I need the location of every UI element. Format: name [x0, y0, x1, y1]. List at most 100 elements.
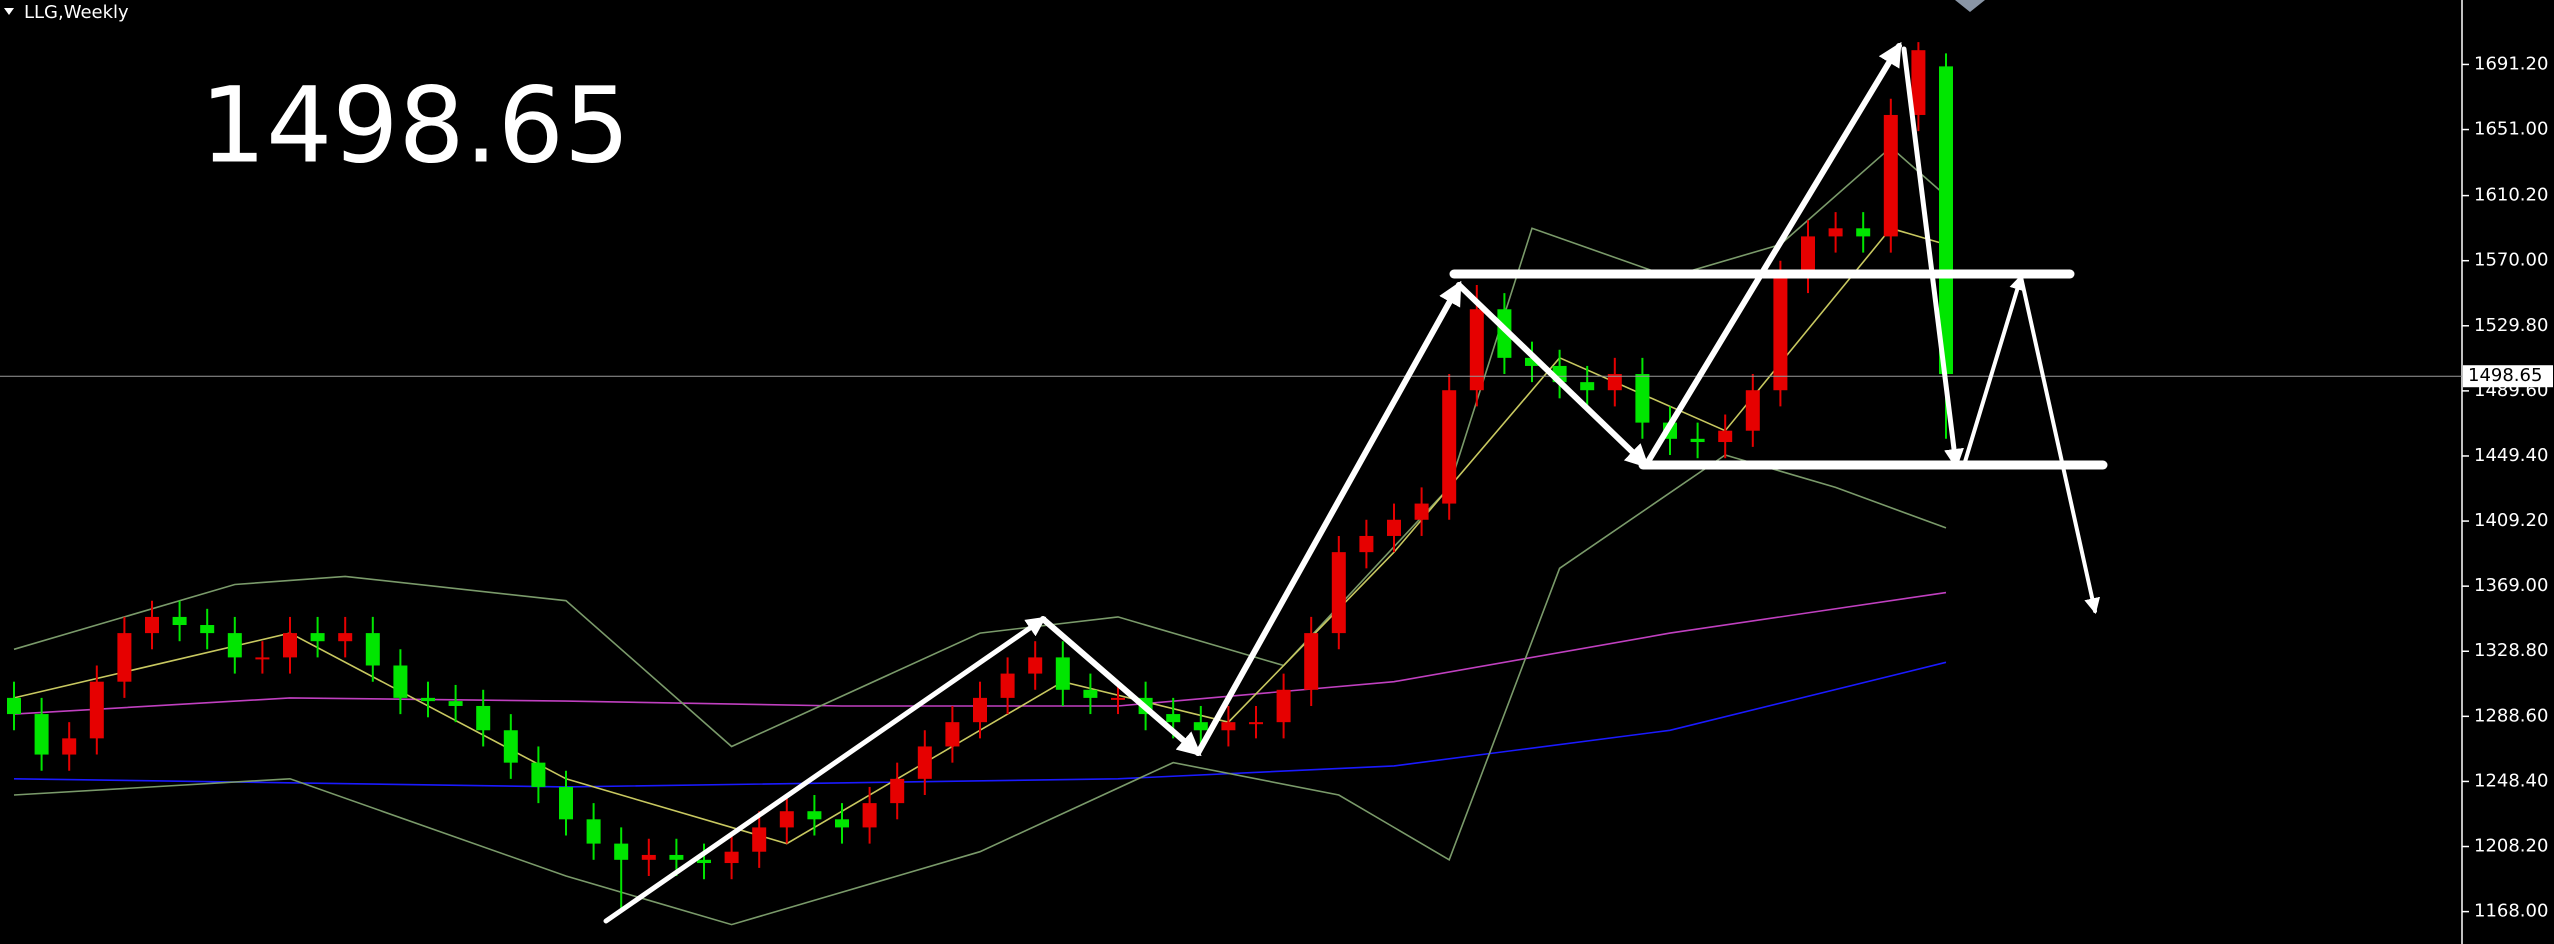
y-tick-label: 1208.20: [2474, 836, 2548, 857]
scroll-marker: [1955, 0, 1985, 12]
candle-body: [1580, 382, 1595, 391]
y-tick-label: 1288.60: [2474, 705, 2548, 726]
candle-body: [614, 843, 629, 860]
candle-body: [1304, 633, 1319, 690]
candle-body: [1911, 50, 1926, 115]
candle-body: [890, 778, 905, 804]
trend-arrow: [1643, 41, 1902, 468]
last-price-label: 1498.65: [2468, 365, 2542, 386]
candle-body: [945, 722, 960, 747]
candle-body: [1359, 535, 1374, 553]
y-tick-label: 1529.80: [2474, 315, 2548, 336]
candle-body: [200, 625, 215, 634]
y-tick-label: 1248.40: [2474, 770, 2548, 791]
indicator-line: [13, 146, 1947, 748]
y-tick-label: 1328.80: [2474, 640, 2548, 661]
big-price: 1498.65: [200, 64, 630, 186]
candle-body: [448, 701, 463, 706]
last-price-tag: [2463, 365, 2553, 388]
candle-body: [1718, 430, 1733, 443]
candle-body: [310, 633, 325, 642]
candle-body: [1801, 236, 1815, 277]
trend-arrow: [2019, 275, 2101, 615]
candle-body: [1166, 714, 1181, 723]
indicator-line: [13, 661, 1947, 788]
y-tick-label: 1570.00: [2474, 250, 2548, 271]
candle-body: [779, 811, 794, 828]
y-tick-label: 1449.40: [2474, 445, 2548, 466]
trend-arrow: [1962, 273, 2025, 467]
trend-arrow: [1040, 616, 1202, 757]
candle-body: [1828, 228, 1843, 237]
candle-body: [1055, 657, 1070, 690]
y-tick-label: 1369.00: [2474, 575, 2548, 596]
candle-body: [1607, 374, 1622, 391]
candle-body: [1939, 66, 1953, 375]
trend-arrow: [1195, 280, 1462, 756]
candle-body: [1221, 722, 1236, 731]
candle-body: [227, 633, 242, 658]
y-tick-label: 1651.00: [2474, 119, 2548, 140]
candle-body: [752, 827, 767, 852]
candle-body: [641, 854, 656, 860]
candle-body: [1111, 697, 1125, 700]
candle-body: [1000, 673, 1015, 698]
candle-body: [1083, 689, 1098, 698]
indicator-line: [13, 454, 1947, 926]
y-tick-label: 1409.20: [2474, 510, 2548, 531]
candle-body: [145, 616, 159, 634]
candle-body: [835, 819, 849, 828]
candle-body: [669, 854, 684, 860]
candle-body: [1773, 276, 1788, 391]
candle-body: [1249, 722, 1263, 725]
candle-body: [559, 786, 573, 820]
candle-body: [476, 705, 491, 731]
candle-body: [393, 665, 408, 698]
trend-arrow: [1456, 282, 1650, 469]
trend-arrow: [603, 616, 1047, 924]
menu-triangle[interactable]: [4, 8, 14, 15]
candle-body: [1635, 374, 1650, 423]
candle-body: [117, 633, 132, 682]
candle-body: [421, 697, 435, 702]
candle-body: [1469, 309, 1484, 391]
candle-body: [1856, 228, 1871, 237]
y-tick-label: 1691.20: [2474, 53, 2548, 74]
candle-body: [807, 811, 822, 820]
candle-body: [862, 803, 877, 828]
candle-body: [1193, 722, 1208, 731]
candle-body: [365, 633, 380, 666]
candle-body: [7, 697, 21, 715]
candle-body: [1690, 438, 1705, 443]
candle-body: [62, 738, 77, 755]
y-tick-label: 1168.00: [2474, 901, 2548, 922]
candle-body: [172, 616, 187, 626]
candle-body: [1883, 114, 1898, 237]
candle-body: [973, 697, 987, 723]
candle-body: [531, 762, 546, 787]
candle-body: [1028, 657, 1043, 674]
candle-body: [503, 730, 518, 763]
candle-body: [338, 633, 353, 642]
y-tick-label: 1610.20: [2474, 185, 2548, 206]
candle-body: [1387, 519, 1401, 536]
drawings: [603, 41, 2108, 924]
candle-body: [1525, 357, 1539, 366]
candle-body: [917, 746, 932, 779]
plot: [0, 42, 2462, 926]
candle-body: [697, 859, 711, 864]
candle-body: [586, 819, 601, 844]
candle-body: [34, 714, 49, 755]
trend-arrow: [1901, 46, 1964, 469]
candle-body: [255, 657, 270, 660]
candle-body: [283, 633, 297, 658]
candle-body: [1331, 552, 1346, 634]
candle-body: [724, 851, 739, 864]
candle-body: [1414, 503, 1429, 520]
candle-body: [1276, 689, 1291, 723]
candle-body: [1442, 390, 1457, 504]
candle-body: [89, 681, 104, 739]
